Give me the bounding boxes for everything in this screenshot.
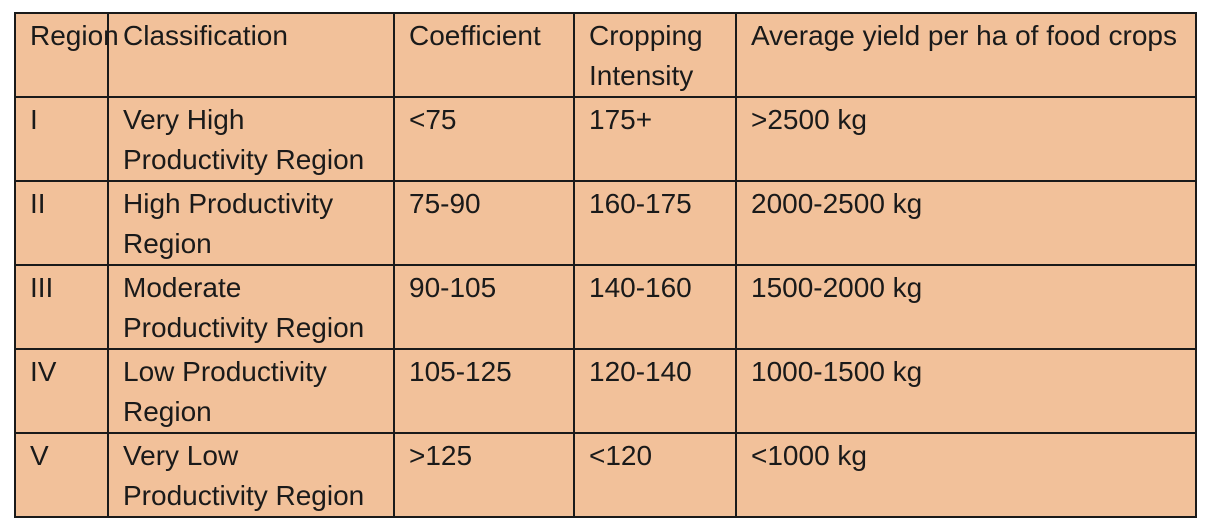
cell-coefficient: 90-105 (393, 264, 575, 350)
cell-region: V (14, 432, 109, 518)
header-cropping-intensity: Cropping Intensity (573, 12, 737, 98)
header-coefficient: Coefficient (393, 12, 575, 98)
cell-coefficient: 105-125 (393, 348, 575, 434)
cell-cropping-intensity: 160-175 (573, 180, 737, 266)
cell-region: II (14, 180, 109, 266)
productivity-regions-table: Region Classification Coefficient Croppi… (14, 12, 1197, 518)
cell-average-yield: 2000-2500 kg (735, 180, 1197, 266)
header-row: Region Classification Coefficient Croppi… (14, 12, 1197, 98)
header-classification: Classification (107, 12, 395, 98)
table-row: IV Low Productivity Region 105-125 120-1… (14, 348, 1197, 434)
table-header: Region Classification Coefficient Croppi… (14, 12, 1197, 98)
cell-classification: Moderate Productivity Region (107, 264, 395, 350)
cell-classification: High Productivity Region (107, 180, 395, 266)
cell-cropping-intensity: 120-140 (573, 348, 737, 434)
cell-classification: Very High Productivity Region (107, 96, 395, 182)
table-row: II High Productivity Region 75-90 160-17… (14, 180, 1197, 266)
cell-average-yield: <1000 kg (735, 432, 1197, 518)
cell-region: I (14, 96, 109, 182)
cell-average-yield: >2500 kg (735, 96, 1197, 182)
cell-average-yield: 1000-1500 kg (735, 348, 1197, 434)
cell-cropping-intensity: <120 (573, 432, 737, 518)
header-region: Region (14, 12, 119, 98)
cell-region: IV (14, 348, 109, 434)
cell-average-yield: 1500-2000 kg (735, 264, 1197, 350)
table-row: I Very High Productivity Region <75 175+… (14, 96, 1197, 182)
cell-coefficient: >125 (393, 432, 575, 518)
cell-classification: Low Productivity Region (107, 348, 395, 434)
cell-coefficient: <75 (393, 96, 575, 182)
cell-region: III (14, 264, 109, 350)
header-average-yield: Average yield per ha of food crops (735, 12, 1197, 98)
table-row: V Very Low Productivity Region >125 <120… (14, 432, 1197, 518)
table-body: I Very High Productivity Region <75 175+… (14, 96, 1197, 518)
cell-classification: Very Low Productivity Region (107, 432, 395, 518)
table-row: III Moderate Productivity Region 90-105 … (14, 264, 1197, 350)
cell-cropping-intensity: 175+ (573, 96, 737, 182)
cell-coefficient: 75-90 (393, 180, 575, 266)
cell-cropping-intensity: 140-160 (573, 264, 737, 350)
